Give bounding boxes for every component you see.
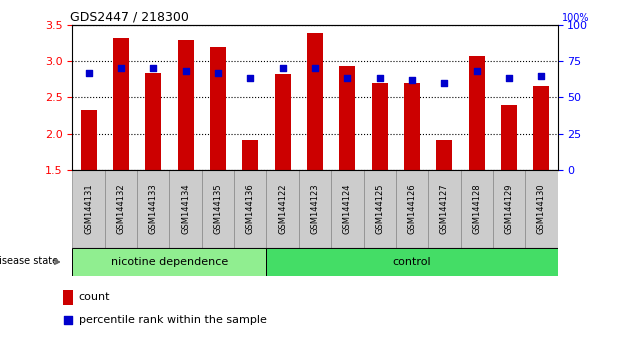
Text: GSM144128: GSM144128: [472, 183, 481, 234]
Text: control: control: [392, 257, 432, 267]
Text: GSM144125: GSM144125: [375, 184, 384, 234]
Text: disease state: disease state: [0, 256, 58, 266]
Bar: [234, 170, 266, 248]
Text: count: count: [79, 292, 110, 302]
Bar: [242, 140, 258, 170]
Text: GSM144130: GSM144130: [537, 183, 546, 234]
Text: GDS2447 / 218300: GDS2447 / 218300: [70, 11, 189, 24]
Text: GSM144131: GSM144131: [84, 183, 93, 234]
Text: GSM144127: GSM144127: [440, 183, 449, 234]
Bar: [105, 170, 137, 248]
Bar: [493, 170, 525, 248]
Bar: [137, 170, 169, 248]
Text: GSM144135: GSM144135: [214, 183, 222, 234]
Bar: [372, 83, 387, 170]
Bar: [266, 248, 558, 276]
Bar: [339, 66, 355, 170]
Bar: [275, 74, 291, 170]
Point: [84, 70, 94, 75]
Text: GSM144134: GSM144134: [181, 183, 190, 234]
Bar: [178, 40, 194, 170]
Bar: [72, 248, 266, 276]
Point: [407, 77, 417, 83]
Bar: [72, 170, 105, 248]
Bar: [469, 56, 485, 170]
Point: [116, 65, 126, 71]
Point: [342, 76, 352, 81]
Text: GSM144136: GSM144136: [246, 183, 255, 234]
Text: GSM144129: GSM144129: [505, 184, 513, 234]
Point: [439, 80, 449, 86]
Text: percentile rank within the sample: percentile rank within the sample: [79, 315, 266, 325]
Bar: [525, 170, 558, 248]
Bar: [428, 170, 461, 248]
Point: [63, 317, 73, 323]
Text: 100%: 100%: [562, 13, 589, 23]
Point: [148, 65, 158, 71]
Text: GSM144123: GSM144123: [311, 183, 319, 234]
Bar: [113, 38, 129, 170]
Bar: [266, 170, 299, 248]
Bar: [81, 110, 97, 170]
Bar: [331, 170, 364, 248]
Bar: [364, 170, 396, 248]
Bar: [501, 104, 517, 170]
Bar: [210, 46, 226, 170]
Bar: [404, 83, 420, 170]
Bar: [533, 86, 549, 170]
Point: [310, 65, 320, 71]
Bar: [396, 170, 428, 248]
Text: GSM144122: GSM144122: [278, 184, 287, 234]
Point: [504, 76, 514, 81]
Point: [472, 68, 482, 74]
Bar: [436, 140, 452, 170]
Bar: [145, 73, 161, 170]
Point: [278, 65, 288, 71]
Bar: [307, 34, 323, 170]
Bar: [461, 170, 493, 248]
Text: GSM144132: GSM144132: [117, 183, 125, 234]
Bar: [202, 170, 234, 248]
Bar: [169, 170, 202, 248]
Point: [375, 76, 385, 81]
Text: GSM144133: GSM144133: [149, 183, 158, 234]
Point: [245, 76, 255, 81]
Text: nicotine dependence: nicotine dependence: [111, 257, 228, 267]
Bar: [62, 290, 73, 304]
Point: [181, 68, 191, 74]
Text: GSM144126: GSM144126: [408, 183, 416, 234]
Point: [213, 70, 223, 75]
Text: GSM144124: GSM144124: [343, 184, 352, 234]
Bar: [299, 170, 331, 248]
Point: [536, 73, 546, 79]
